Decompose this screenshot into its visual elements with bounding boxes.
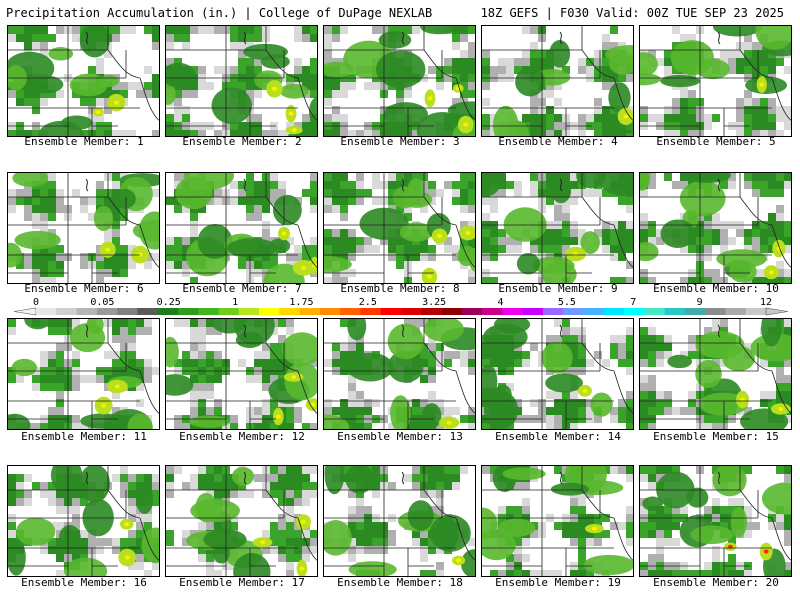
ensemble-member-label: Ensemble Member: 19 [495,576,621,589]
ensemble-member-map [639,465,792,577]
colorbar-swatch [583,308,605,315]
colorbar-tick-label: 9 [696,297,703,308]
colorbar-tick-label: 4 [497,297,504,308]
colorbar-swatch [340,308,361,315]
colorbar-swatch [56,308,77,315]
ensemble-member-label: Ensemble Member: 16 [21,576,147,589]
colorbar-tick-label: 2.5 [358,297,377,308]
ensemble-member-map [639,172,792,284]
ensemble-member-label: Ensemble Member: 17 [179,576,305,589]
ensemble-member-map [481,465,634,577]
ensemble-member-map [481,172,634,284]
ensemble-member-label: Ensemble Member: 5 [656,135,776,148]
colorbar-tick-label: 0.05 [90,297,115,308]
colorbar-tick-label: 0 [32,297,40,308]
colorbar-swatch [279,308,300,315]
ensemble-member-map [639,25,792,137]
colorbar-swatch [705,308,726,315]
colorbar-swatch [96,308,118,315]
ensemble-member-map [165,172,318,284]
colorbar-swatch [522,308,544,315]
ensemble-member-label: Ensemble Member: 2 [182,135,302,148]
colorbar-swatch [198,308,219,315]
colorbar-swatch [502,308,523,315]
ensemble-member-label: Ensemble Member: 20 [653,576,779,589]
colorbar-swatch [745,308,767,315]
ensemble-member-map [323,172,476,284]
ensemble-member-label: Ensemble Member: 7 [182,282,302,295]
colorbar-swatch [319,308,341,315]
ensemble-member-label: Ensemble Member: 18 [337,576,463,589]
colorbar-swatch [299,308,321,315]
colorbar-swatch [36,308,57,315]
colorbar-swatch [177,308,199,315]
colorbar-swatch [238,308,260,315]
ensemble-member-label: Ensemble Member: 14 [495,430,621,443]
ensemble-member-label: Ensemble Member: 6 [24,282,144,295]
ensemble-member-map [481,25,634,137]
colorbar-swatch [725,308,747,315]
colorbar-swatch [603,308,625,315]
colorbar-swatch [563,308,584,315]
ensemble-member-map [639,318,792,430]
colorbar-swatch [218,308,240,315]
colorbar-tick-label: 1.75 [289,297,314,308]
colorbar-tick-label: 5.5 [557,297,576,308]
colorbar-swatch [482,308,503,315]
ensemble-member-label: Ensemble Member: 15 [653,430,779,443]
colorbar-swatch [684,308,706,315]
ensemble-member-map [165,465,318,577]
ensemble-member-map [481,318,634,430]
colorbar-swatch [664,308,686,315]
colorbar-swatch [360,308,382,315]
colorbar-max-arrow [765,307,789,316]
map-title: Precipitation Accumulation (in.) | Colle… [6,6,433,20]
colorbar-tick-label: 0.25 [156,297,181,308]
colorbar-swatch [624,308,645,315]
ensemble-member-label: Ensemble Member: 13 [337,430,463,443]
colorbar-swatch [380,308,402,315]
ensemble-member-label: Ensemble Member: 10 [653,282,779,295]
colorbar-swatch [157,308,179,315]
colorbar-tick-label: 3.25 [422,297,447,308]
colorbar-swatch [259,308,280,315]
ensemble-member-label: Ensemble Member: 1 [24,135,144,148]
colorbar-tick-label: 7 [630,297,637,308]
colorbar-swatch [542,308,564,315]
colorbar-swatch [441,308,463,315]
ensemble-member-label: Ensemble Member: 9 [498,282,618,295]
colorbar-min-arrow [13,307,37,316]
colorbar-swatch [421,308,442,315]
precipitation-colorbar [13,307,789,316]
ensemble-member-label: Ensemble Member: 3 [340,135,460,148]
ensemble-member-map [323,465,476,577]
ensemble-member-map [165,25,318,137]
ensemble-member-map [7,465,160,577]
colorbar-swatch [461,308,483,315]
ensemble-member-map [7,318,160,430]
ensemble-member-map [323,25,476,137]
ensemble-member-map [165,318,318,430]
ensemble-member-label: Ensemble Member: 11 [21,430,147,443]
ensemble-member-label: Ensemble Member: 8 [340,282,460,295]
ensemble-member-map [7,25,160,137]
colorbar-tick-label: 1 [232,297,239,308]
colorbar-swatch [76,308,98,315]
colorbar-swatch [401,308,422,315]
ensemble-member-map [323,318,476,430]
ensemble-member-label: Ensemble Member: 12 [179,430,305,443]
ensemble-member-label: Ensemble Member: 4 [498,135,618,148]
colorbar-tick-label: 12 [759,297,773,308]
colorbar-swatch [137,308,158,315]
model-run-info: 18Z GEFS | F030 Valid: 00Z TUE SEP 23 20… [480,6,784,20]
colorbar-swatch [117,308,138,315]
colorbar-swatch [644,308,665,315]
ensemble-member-map [7,172,160,284]
